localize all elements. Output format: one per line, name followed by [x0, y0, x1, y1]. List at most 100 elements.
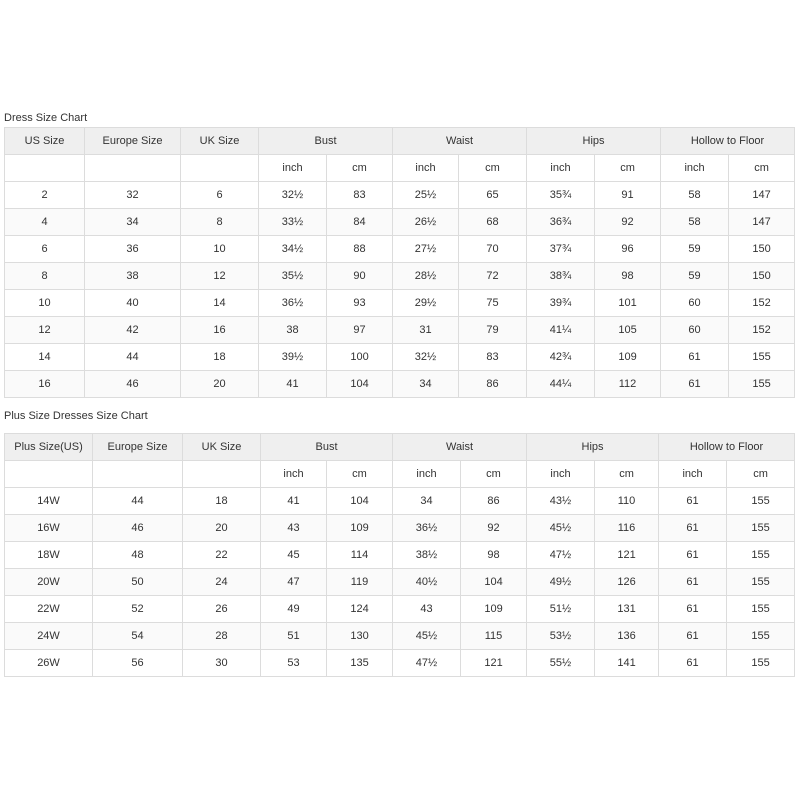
cell: 44¼	[526, 370, 596, 398]
cell: 16W	[4, 514, 93, 542]
cell: 28	[182, 622, 261, 650]
cell: 38	[258, 316, 327, 344]
empty-cell	[182, 460, 261, 488]
empty-cell	[84, 154, 181, 182]
cell: 43½	[526, 487, 596, 515]
subheader-cell: inch	[260, 460, 327, 488]
cell: 150	[728, 262, 796, 290]
cell: 35¾	[526, 181, 596, 209]
cell: 61	[658, 541, 728, 569]
cell: 41	[260, 487, 327, 515]
cell: 60	[660, 289, 730, 317]
cell: 14	[180, 289, 259, 317]
header-cell: UK Size	[182, 433, 261, 461]
cell: 109	[594, 343, 662, 371]
cell: 6	[4, 235, 85, 263]
subheader-row: inch cm inch cm inch cm inch cm	[4, 154, 796, 182]
header-cell: Plus Size(US)	[4, 433, 93, 461]
cell: 28½	[392, 262, 460, 290]
cell: 61	[658, 514, 728, 542]
data-row: 6 36 10 34½ 88 27½ 70 37¾ 96 59 150	[4, 235, 796, 263]
cell: 49½	[526, 568, 596, 596]
header-cell: US Size	[4, 127, 85, 155]
cell: 33½	[258, 208, 327, 236]
data-row: 14W 44 18 41 104 34 86 43½ 110 61 155	[4, 487, 796, 515]
header-cell: Hips	[526, 127, 662, 155]
cell: 110	[594, 487, 660, 515]
cell: 114	[325, 541, 394, 569]
cell: 65	[458, 181, 528, 209]
cell: 45½	[526, 514, 596, 542]
cell: 155	[726, 487, 796, 515]
cell: 115	[460, 622, 528, 650]
cell: 6	[180, 181, 259, 209]
cell: 34	[84, 208, 181, 236]
cell: 121	[460, 649, 528, 677]
cell: 43	[260, 514, 327, 542]
plus-size-table: Plus Size(US) Europe Size UK Size Bust Waist…	[4, 433, 796, 677]
cell: 29½	[392, 289, 460, 317]
cell: 44	[84, 343, 181, 371]
header-cell: Hollow to Floor	[660, 127, 796, 155]
cell: 32	[84, 181, 181, 209]
subheader-cell: cm	[458, 154, 528, 182]
cell: 150	[728, 235, 796, 263]
cell: 20	[182, 514, 261, 542]
data-row: 24W 54 28 51 130 45½ 115 53½ 136 61 155	[4, 622, 796, 650]
cell: 39½	[258, 343, 327, 371]
data-row: 10 40 14 36½ 93 29½ 75 39¾ 101 60 152	[4, 289, 796, 317]
cell: 30	[182, 649, 261, 677]
cell: 12	[180, 262, 259, 290]
cell: 70	[458, 235, 528, 263]
cell: 18	[182, 487, 261, 515]
cell: 147	[728, 208, 796, 236]
cell: 93	[325, 289, 394, 317]
cell: 109	[325, 514, 394, 542]
cell: 97	[325, 316, 394, 344]
data-row: 16W 46 20 43 109 36½ 92 45½ 116 61 155	[4, 514, 796, 542]
data-row: 8 38 12 35½ 90 28½ 72 38¾ 98 59 150	[4, 262, 796, 290]
cell: 141	[594, 649, 660, 677]
cell: 98	[594, 262, 662, 290]
data-row: 20W 50 24 47 119 40½ 104 49½ 126 61 155	[4, 568, 796, 596]
header-row: US Size Europe Size UK Size Bust Waist Hips Ho…	[4, 127, 796, 155]
cell: 131	[594, 595, 660, 623]
cell: 26	[182, 595, 261, 623]
cell: 26½	[392, 208, 460, 236]
cell: 92	[594, 208, 662, 236]
cell: 104	[460, 568, 528, 596]
cell: 18W	[4, 541, 93, 569]
cell: 47	[260, 568, 327, 596]
cell: 116	[594, 514, 660, 542]
cell: 31	[392, 316, 460, 344]
cell: 100	[325, 343, 394, 371]
cell: 98	[460, 541, 528, 569]
cell: 53½	[526, 622, 596, 650]
cell: 27½	[392, 235, 460, 263]
cell: 155	[726, 622, 796, 650]
header-cell: Bust	[257, 127, 394, 155]
cell: 152	[728, 289, 796, 317]
cell: 18	[180, 343, 259, 371]
cell: 59	[660, 262, 730, 290]
cell: 10	[4, 289, 85, 317]
cell: 101	[594, 289, 662, 317]
cell: 104	[325, 487, 394, 515]
cell: 22	[182, 541, 261, 569]
cell: 4	[4, 208, 85, 236]
header-cell: Waist	[392, 433, 528, 461]
cell: 34	[392, 487, 462, 515]
cell: 75	[458, 289, 528, 317]
cell: 61	[658, 622, 728, 650]
cell: 136	[594, 622, 660, 650]
cell: 14	[4, 343, 85, 371]
cell: 55½	[526, 649, 596, 677]
cell: 39¾	[526, 289, 596, 317]
cell: 155	[726, 541, 796, 569]
subheader-cell: inch	[258, 154, 327, 182]
empty-cell	[92, 460, 183, 488]
subheader-cell: cm	[460, 460, 528, 488]
subheader-cell: inch	[526, 460, 596, 488]
cell: 61	[660, 343, 730, 371]
cell: 36½	[258, 289, 327, 317]
